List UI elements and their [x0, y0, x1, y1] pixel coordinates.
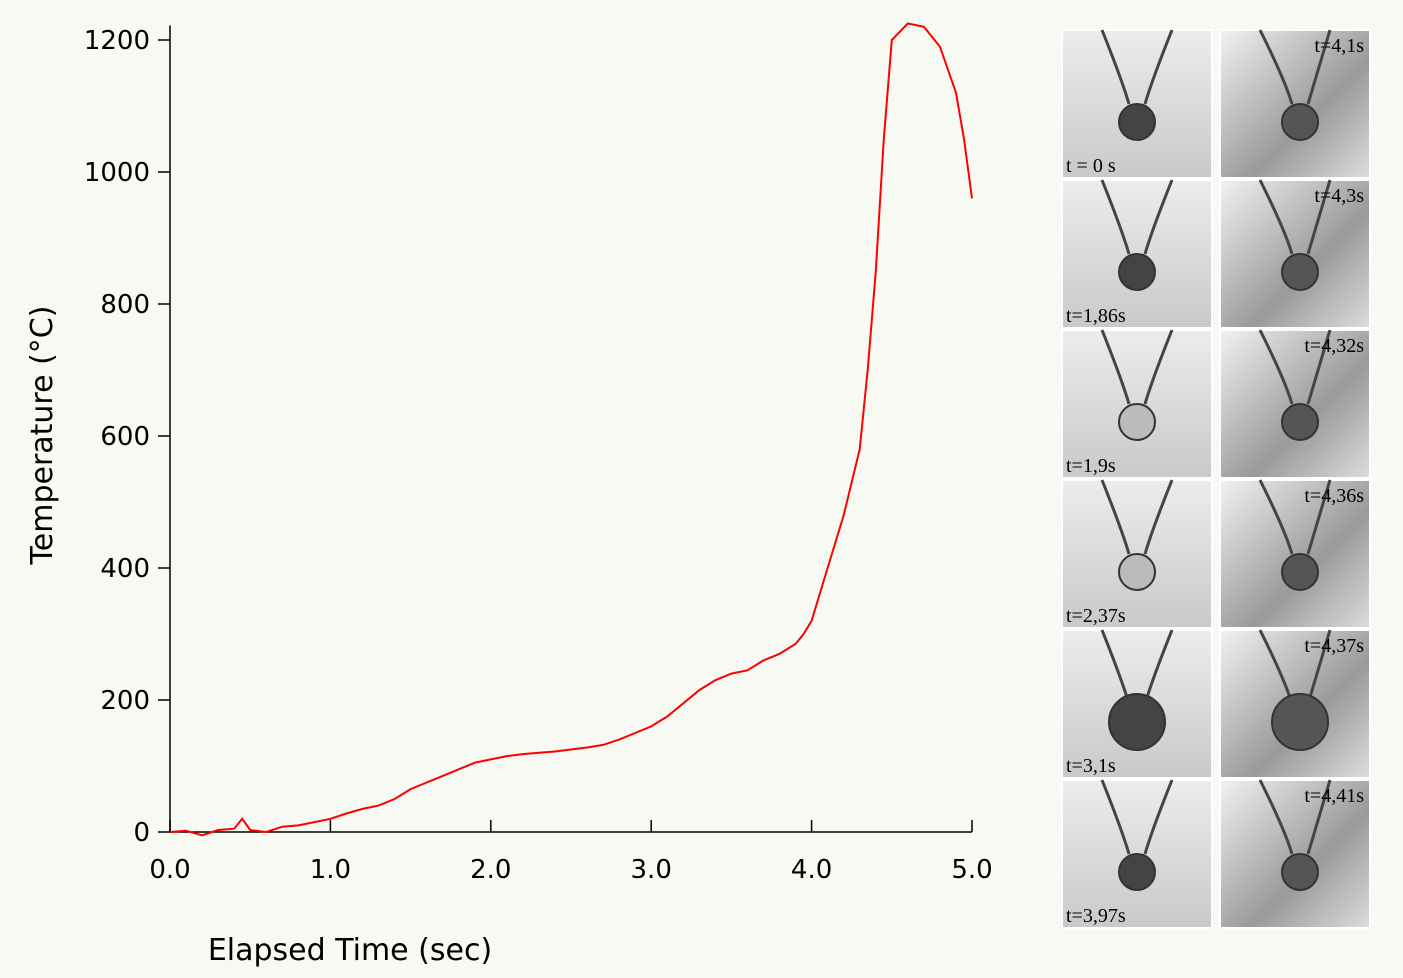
- x-tick-label: 2.0: [470, 855, 511, 885]
- wire: [1258, 179, 1332, 255]
- x-tick-label: 5.0: [951, 855, 992, 885]
- droplet: [1118, 553, 1156, 591]
- frame-label: t=4,3s: [1314, 185, 1364, 207]
- droplet: [1108, 693, 1166, 751]
- wire: [1100, 329, 1174, 405]
- x-tick-label: 3.0: [631, 855, 672, 885]
- droplet: [1281, 103, 1319, 141]
- droplet: [1281, 553, 1319, 591]
- x-axis-title: Elapsed Time (sec): [208, 933, 492, 968]
- frame-label: t=4,41s: [1304, 785, 1364, 807]
- droplet: [1281, 403, 1319, 441]
- frame-label: t=1,86s: [1066, 305, 1126, 327]
- wire: [1258, 29, 1332, 105]
- y-tick-label: 1000: [84, 158, 150, 188]
- wire: [1100, 29, 1174, 105]
- frame-label: t = 0 s: [1066, 155, 1116, 177]
- y-axis-title: Temperature (°C): [25, 306, 60, 566]
- wire: [1258, 479, 1332, 555]
- droplet: [1118, 253, 1156, 291]
- line-series: [169, 22, 973, 837]
- frame-label: t=4,37s: [1304, 635, 1364, 657]
- y-tick-label: 1200: [84, 26, 150, 56]
- x-tick-label: 1.0: [310, 855, 351, 885]
- wire: [1100, 479, 1174, 555]
- droplet: [1118, 103, 1156, 141]
- y-tick-label: 400: [100, 554, 150, 584]
- wire: [1258, 779, 1332, 855]
- droplet: [1118, 853, 1156, 891]
- droplet: [1281, 253, 1319, 291]
- frame-label: t=4,1s: [1314, 35, 1364, 57]
- frame-label: t=4,36s: [1304, 485, 1364, 507]
- frame-label: t=4,32s: [1304, 335, 1364, 357]
- frame-label: t=2,37s: [1066, 605, 1126, 627]
- frame-label: t=3,1s: [1066, 755, 1116, 777]
- y-tick-label: 800: [100, 290, 150, 320]
- frame-label: t=1,9s: [1066, 455, 1116, 477]
- y-tick-label: 600: [100, 422, 150, 452]
- wire: [1100, 779, 1174, 855]
- x-tick-label: 4.0: [791, 855, 832, 885]
- y-tick-label: 0: [133, 818, 150, 848]
- droplet: [1281, 853, 1319, 891]
- droplet: [1271, 693, 1329, 751]
- frame-label: t=3,97s: [1066, 905, 1126, 927]
- y-tick-label: 200: [100, 686, 150, 716]
- x-tick-label: 0.0: [149, 855, 190, 885]
- wire: [1100, 179, 1174, 255]
- droplet: [1118, 403, 1156, 441]
- wire: [1258, 329, 1332, 405]
